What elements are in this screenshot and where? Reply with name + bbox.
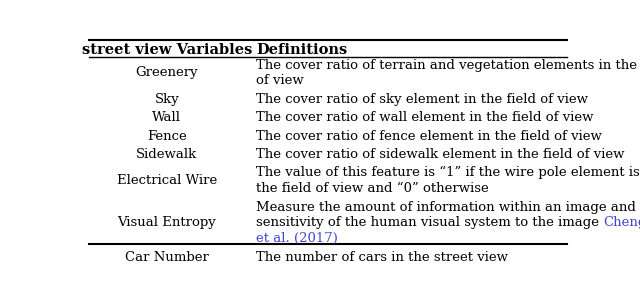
- Text: The cover ratio of fence element in the field of view: The cover ratio of fence element in the …: [256, 130, 602, 142]
- Text: The cover ratio of terrain and vegetation elements in the field: The cover ratio of terrain and vegetatio…: [256, 59, 640, 72]
- Text: Wall: Wall: [152, 111, 181, 124]
- Text: Visual Entropy: Visual Entropy: [117, 216, 216, 229]
- Text: Fence: Fence: [147, 130, 187, 142]
- Text: The cover ratio of wall element in the field of view: The cover ratio of wall element in the f…: [256, 111, 593, 124]
- Text: the field of view and “0” otherwise: the field of view and “0” otherwise: [256, 182, 489, 195]
- Text: The number of cars in the street view: The number of cars in the street view: [256, 251, 508, 264]
- Text: Definitions: Definitions: [256, 43, 348, 57]
- Text: Electrical Wire: Electrical Wire: [116, 174, 217, 187]
- Text: of view: of view: [256, 74, 304, 87]
- Text: sensitivity of the human visual system to the image: sensitivity of the human visual system t…: [256, 216, 604, 229]
- Text: street view Variables: street view Variables: [82, 43, 252, 57]
- Text: Greenery: Greenery: [136, 67, 198, 80]
- Text: The cover ratio of sky element in the field of view: The cover ratio of sky element in the fi…: [256, 93, 588, 106]
- Text: et al. (2017): et al. (2017): [256, 232, 338, 245]
- Text: The cover ratio of sidewalk element in the field of view: The cover ratio of sidewalk element in t…: [256, 148, 625, 161]
- Text: The value of this feature is “1” if the wire pole element is in: The value of this feature is “1” if the …: [256, 166, 640, 180]
- Text: Cheng: Cheng: [604, 216, 640, 229]
- Text: Sky: Sky: [154, 93, 179, 106]
- Text: Car Number: Car Number: [125, 251, 209, 264]
- Text: Sidewalk: Sidewalk: [136, 148, 197, 161]
- Text: Measure the amount of information within an image and the: Measure the amount of information within…: [256, 201, 640, 214]
